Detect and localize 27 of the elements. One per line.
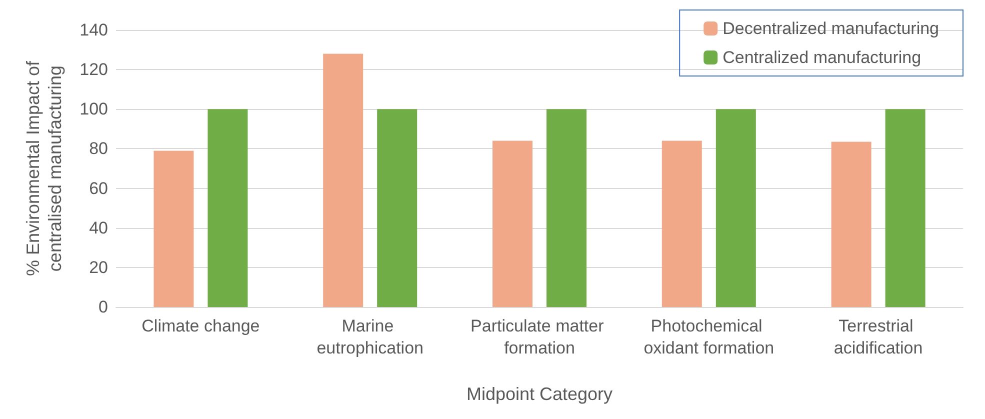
bar bbox=[323, 54, 364, 307]
x-tick-label: Climate change bbox=[142, 316, 260, 336]
y-tick-label: 140 bbox=[80, 20, 108, 40]
bar bbox=[662, 140, 702, 307]
bar bbox=[492, 140, 532, 307]
y-tick-label: 120 bbox=[80, 60, 108, 80]
legend-label: Decentralized manufacturing bbox=[722, 19, 940, 38]
x-tick-label: Photochemical oxidant formation bbox=[644, 316, 774, 358]
y-tick-label: 60 bbox=[89, 178, 108, 198]
y-tick-label: 0 bbox=[98, 298, 108, 316]
bar bbox=[885, 109, 926, 307]
bar bbox=[154, 150, 194, 307]
y-tick-label: 80 bbox=[89, 139, 108, 158]
x-tick-label: Terrestrial acidification bbox=[834, 316, 923, 358]
legend-label: Centralized manufacturing bbox=[722, 48, 922, 67]
bar bbox=[208, 109, 248, 307]
x-tick-label: Particulate matter formation bbox=[470, 316, 608, 358]
bar bbox=[716, 109, 756, 307]
bar bbox=[377, 109, 418, 307]
x-tick-label: Marine eutrophication bbox=[316, 316, 424, 358]
bar bbox=[546, 109, 586, 307]
x-axis-title: Midpoint Category bbox=[466, 384, 613, 404]
y-tick-label: 100 bbox=[80, 100, 108, 119]
y-tick-label: 40 bbox=[89, 218, 108, 238]
bar bbox=[831, 142, 872, 307]
y-axis-title: % Environmental Impact of centralised manufacturing bbox=[23, 60, 65, 276]
y-tick-label: 20 bbox=[89, 258, 108, 277]
